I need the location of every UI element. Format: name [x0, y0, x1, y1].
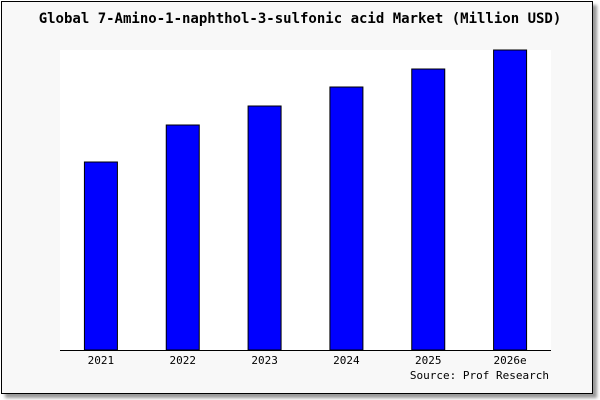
x-tick-label: 2025 — [415, 354, 442, 367]
bar-2021 — [83, 161, 118, 351]
bar-2026e — [493, 49, 528, 351]
x-tick-label: 2022 — [170, 354, 197, 367]
source-label: Source: Prof Research — [410, 369, 549, 382]
bar-2025 — [411, 68, 446, 351]
x-tick-label: 2026e — [494, 354, 527, 367]
chart-title: Global 7-Amino-1-naphthol-3-sulfonic aci… — [39, 11, 562, 27]
x-tick-label: 2023 — [251, 354, 278, 367]
x-tick-label: 2021 — [88, 354, 115, 367]
bar-2022 — [165, 124, 200, 351]
x-tick-label: 2024 — [333, 354, 360, 367]
bar-2024 — [329, 86, 364, 351]
plot-area — [60, 50, 551, 350]
bar-2023 — [247, 105, 282, 351]
